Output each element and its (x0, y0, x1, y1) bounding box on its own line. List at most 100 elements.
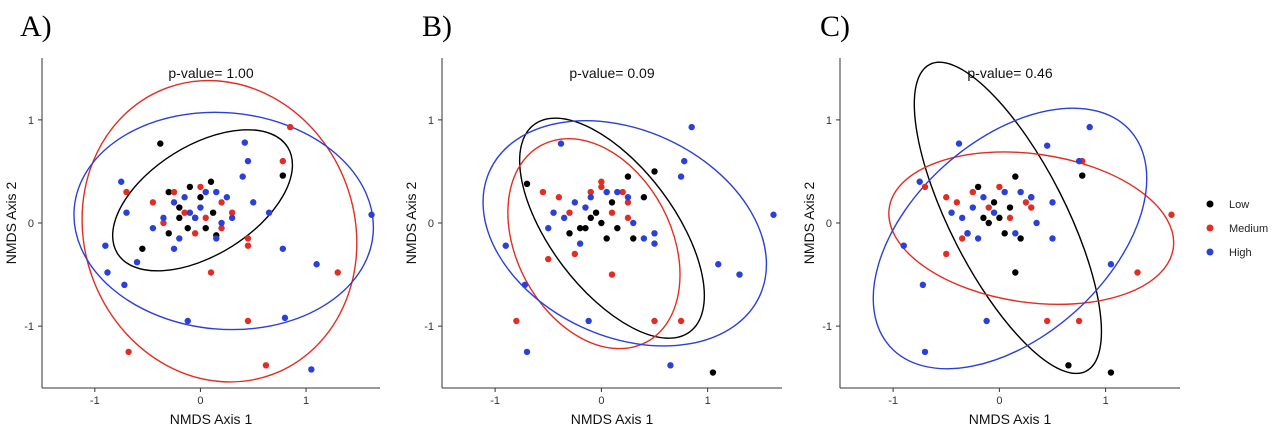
point-low (576, 224, 584, 232)
point-medium (566, 209, 573, 216)
p-value-annotation: p-value= 0.46 (967, 65, 1052, 81)
point-high (502, 242, 509, 249)
point-low (165, 230, 172, 237)
point-medium (624, 199, 632, 206)
point-high (1086, 123, 1093, 131)
point-low (1065, 362, 1072, 369)
legend: Low Medium High (1206, 199, 1268, 259)
point-high (1017, 188, 1024, 196)
point-high (181, 194, 188, 201)
x-tick-label: -1 (90, 395, 100, 407)
plot-area (872, 61, 1175, 376)
confidence-ellipse-medium (81, 79, 358, 383)
point-high (715, 261, 722, 268)
point-medium (1022, 199, 1030, 206)
point-high (102, 242, 109, 249)
point-high (121, 281, 128, 289)
point-high (244, 157, 252, 165)
point-high (587, 194, 594, 201)
point-high (557, 140, 565, 147)
y-tick-label: -1 (24, 321, 34, 333)
point-medium (943, 194, 950, 201)
point-low (202, 224, 209, 232)
point-high (667, 362, 674, 369)
point-high (523, 348, 531, 356)
point-low (184, 224, 191, 232)
legend-marker (1206, 200, 1214, 208)
point-medium (608, 209, 616, 216)
confidence-ellipse-high (482, 119, 768, 347)
p-value-annotation: p-value= 0.09 (569, 65, 654, 81)
point-high (651, 240, 658, 247)
point-medium (619, 188, 626, 196)
point-high (969, 204, 977, 211)
point-low (1006, 204, 1014, 211)
confidence-ellipse-high (73, 111, 375, 331)
point-low (598, 219, 605, 227)
point-high (250, 199, 257, 206)
point-medium (996, 183, 1003, 191)
point-high (1107, 261, 1115, 268)
y-tick-label: 1 (826, 115, 832, 127)
point-low (1001, 230, 1008, 237)
point-high (545, 224, 552, 232)
point-high (368, 211, 375, 218)
point-high (241, 139, 248, 146)
point-high (133, 258, 141, 266)
y-tick-label: 0 (826, 218, 832, 230)
point-high (624, 194, 632, 201)
y-tick-label: 0 (428, 218, 434, 230)
panel-3: C) -1 0 1 -1 0 1 NMDS Axis 1 NMDS Axis 2 p-value=… (801, 10, 1180, 427)
point-low (614, 224, 621, 232)
point-high (1033, 219, 1040, 227)
point-medium (921, 183, 929, 191)
point-medium (218, 199, 225, 206)
point-high (104, 269, 111, 276)
point-high (191, 214, 199, 222)
point-high (228, 214, 236, 222)
point-low (640, 194, 648, 201)
point-low (523, 180, 531, 188)
plot-area (482, 117, 777, 376)
point-low (186, 183, 194, 191)
point-medium (1134, 269, 1141, 276)
point-medium (197, 183, 204, 191)
point-medium (608, 271, 616, 278)
point-medium (598, 178, 605, 185)
x-axis-title: NMDS Axis 1 (969, 411, 1052, 427)
point-high (1049, 235, 1056, 242)
x-axis-title: NMDS Axis 1 (170, 411, 253, 427)
legend-marker (1206, 248, 1214, 256)
point-high (630, 219, 637, 227)
point-medium (587, 188, 594, 196)
panel-1: A) -1 0 1 -1 0 1 NMDS Axis 1 NMDS Axis 2 p-value=… (3, 10, 380, 427)
point-medium (513, 317, 520, 325)
point-high (521, 281, 529, 289)
point-medium (287, 123, 294, 131)
point-high (974, 235, 982, 242)
point-medium (228, 209, 236, 216)
x-tick-label: 0 (598, 395, 604, 407)
point-low (974, 183, 982, 191)
point-low (1079, 172, 1086, 179)
point-low (176, 214, 183, 222)
point-medium (545, 255, 552, 263)
point-high (170, 199, 178, 206)
point-high (1012, 230, 1019, 237)
point-medium (149, 199, 157, 206)
panels-group: A) -1 0 1 -1 0 1 NMDS Axis 1 NMDS Axis 2 p-value=… (3, 10, 1180, 427)
point-medium (244, 317, 252, 325)
confidence-ellipse-medium (888, 151, 1175, 306)
point-medium (334, 269, 341, 276)
point-high (123, 209, 130, 216)
point-high (916, 178, 923, 185)
legend-label: Medium (1229, 223, 1268, 235)
point-high (213, 235, 220, 242)
point-medium (555, 194, 563, 201)
point-low (592, 209, 600, 216)
x-tick-label: 1 (1103, 395, 1109, 407)
panel-label: C) (820, 10, 850, 43)
point-high (677, 173, 685, 180)
panel-label: B) (422, 10, 452, 43)
confidence-ellipse-medium (507, 137, 681, 350)
